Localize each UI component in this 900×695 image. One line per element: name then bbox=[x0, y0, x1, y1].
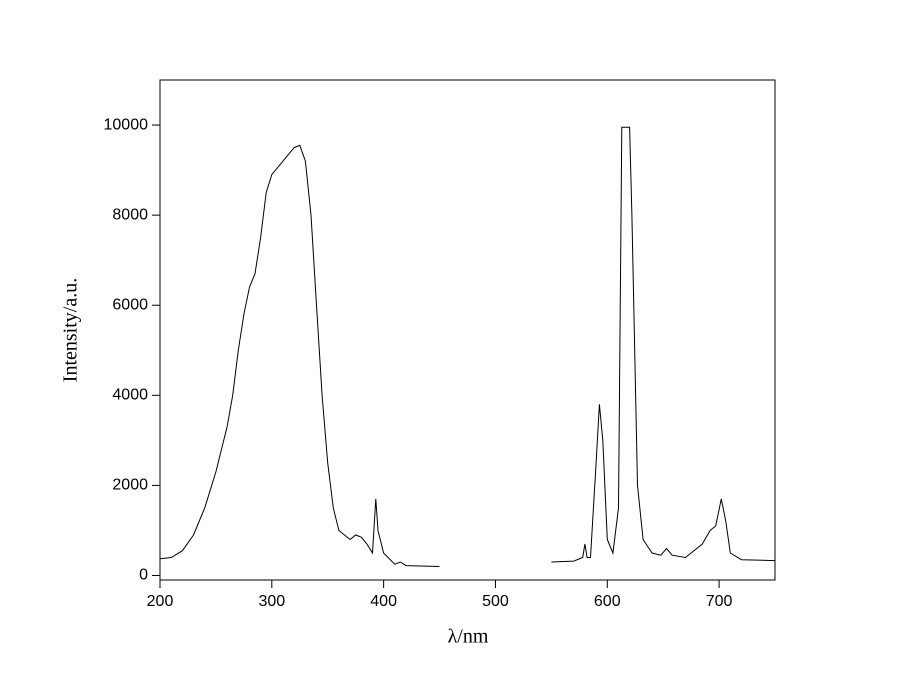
y-tick-label: 4000 bbox=[112, 387, 148, 404]
y-tick-label: 0 bbox=[139, 567, 148, 584]
plot-frame bbox=[159, 79, 776, 581]
y-tick-label: 10000 bbox=[104, 116, 149, 133]
spectrum-line bbox=[159, 126, 776, 567]
x-tick-label: 600 bbox=[594, 593, 621, 610]
y-tick-label: 2000 bbox=[112, 477, 148, 494]
x-axis-label: λ/nm bbox=[448, 626, 489, 648]
y-tick-label: 8000 bbox=[112, 206, 148, 223]
y-axis-label: Intensity/a.u. bbox=[60, 278, 82, 382]
x-tick-label: 300 bbox=[258, 593, 285, 610]
y-tick-label: 6000 bbox=[112, 296, 148, 313]
x-tick-label: 500 bbox=[482, 593, 509, 610]
x-tick-label: 400 bbox=[370, 593, 397, 610]
x-tick-label: 200 bbox=[147, 593, 174, 610]
x-tick-label: 700 bbox=[706, 593, 733, 610]
